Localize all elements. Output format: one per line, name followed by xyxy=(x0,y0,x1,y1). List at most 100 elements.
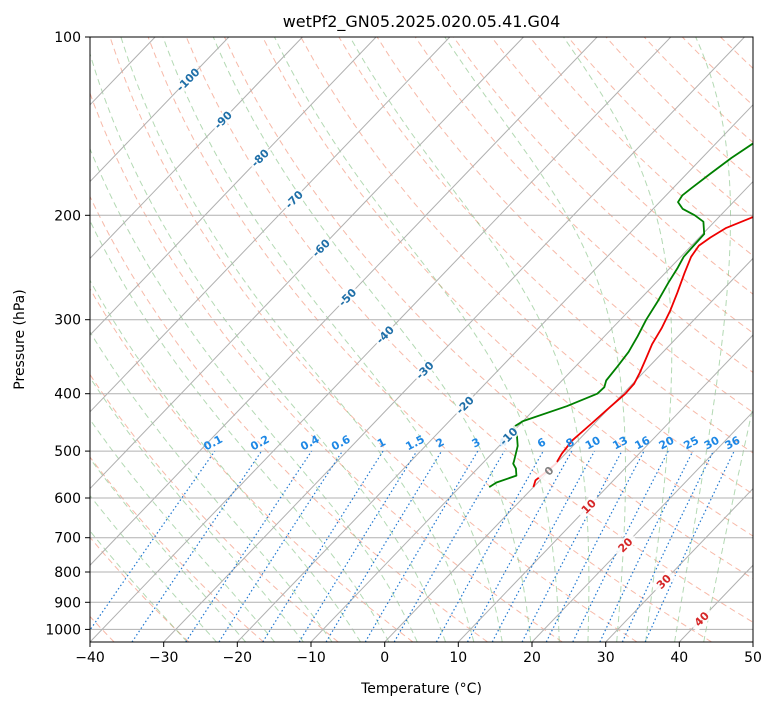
mixing-ratio-label: 20 xyxy=(657,434,677,453)
dry-adiabat-line xyxy=(452,37,753,334)
moist-adiabat-line xyxy=(90,418,275,642)
isotherm-line xyxy=(90,37,524,490)
y-tick-label: 700 xyxy=(54,531,81,547)
mixing-ratio-line xyxy=(325,450,443,642)
y-tick-label: 900 xyxy=(54,595,81,611)
isotherm-label-bg xyxy=(372,321,398,348)
y-tick-label: 500 xyxy=(54,444,81,460)
moist-adiabat-line xyxy=(90,457,247,642)
moist-adiabat-line xyxy=(162,37,503,642)
x-tick-label: 0 xyxy=(380,650,389,666)
dry-adiabat-line xyxy=(90,91,563,642)
mixing-ratio-label: 16 xyxy=(633,434,653,453)
moist-adiabat-line xyxy=(563,37,673,642)
axes: −40 −30 −20 −10 0 10 20 30 40 50 100 200 300 400 500 60… xyxy=(45,30,762,666)
moist-adiabat-line xyxy=(90,147,418,642)
moist-adiabat-line xyxy=(120,37,475,642)
isotherm-line xyxy=(605,487,753,642)
moist-adiabat-line xyxy=(274,37,560,642)
x-tick-label: 30 xyxy=(597,650,615,666)
dry-adiabat-line xyxy=(185,37,753,623)
mixing-ratio-label: 13 xyxy=(610,434,630,453)
isotherm-line xyxy=(90,37,598,566)
dry-adiabat-line xyxy=(90,195,488,642)
mixing-ratio-label: 36 xyxy=(723,434,743,453)
isotherm-line xyxy=(236,104,753,642)
isotherm-label-bg xyxy=(247,145,273,171)
x-tick-label: −40 xyxy=(75,650,105,666)
dry-adiabat-line xyxy=(376,37,753,413)
isotherm-label-bg xyxy=(612,532,638,558)
isotherm-line xyxy=(310,180,753,642)
x-tick-label: 10 xyxy=(449,650,467,666)
y-tick-label: 300 xyxy=(54,313,81,329)
isotherm-label-bg xyxy=(210,107,236,133)
mixing-ratio-line xyxy=(545,450,645,642)
isotherm-label-bg xyxy=(281,186,307,213)
mixing-ratio-label: 25 xyxy=(681,434,701,453)
isotherm-line xyxy=(90,37,377,336)
moist-adiabat-line xyxy=(90,219,390,642)
temperature-profile-line xyxy=(532,216,753,488)
mixing-ratio-line xyxy=(90,450,216,632)
mixing-ratio-line xyxy=(435,450,544,642)
x-tick-label: −10 xyxy=(296,650,326,666)
chart-title: wetPf2_GN05.2025.020.05.41.G04 xyxy=(283,12,561,32)
x-tick-label: 20 xyxy=(523,650,541,666)
y-axis-label: Pressure (hPa) xyxy=(12,289,28,389)
x-tick-label: 50 xyxy=(744,650,762,666)
y-tick-label: 400 xyxy=(54,387,81,403)
y-tick-label: 600 xyxy=(54,491,81,507)
isotherm-label-bg xyxy=(334,284,361,311)
isotherm-line xyxy=(384,257,753,642)
isotherm-label-bg xyxy=(452,392,478,418)
moist-adiabat-line xyxy=(90,330,333,642)
mixing-ratio-line xyxy=(218,450,343,642)
isotherm-label-bg xyxy=(495,423,522,450)
isotherm-label-bg xyxy=(650,568,677,595)
mixing-ratio-line xyxy=(298,450,418,642)
isotherm-line xyxy=(90,37,303,260)
mixing-ratio-line xyxy=(466,450,573,642)
isotherm-line xyxy=(90,37,451,413)
moist-adiabat-line xyxy=(90,279,362,642)
moist-adiabat-line xyxy=(90,52,447,642)
background-lines xyxy=(90,37,753,642)
dry-adiabat-line xyxy=(90,456,264,642)
profile-series xyxy=(488,142,753,488)
moist-adiabat-line xyxy=(349,37,590,642)
mixing-ratio-line xyxy=(185,450,313,642)
y-tick-label: 100 xyxy=(54,30,81,46)
y-tick-label: 1000 xyxy=(45,622,81,638)
moist-adiabat-line xyxy=(90,376,304,642)
x-tick-label: −20 xyxy=(223,650,253,666)
isotherm-label-bg xyxy=(536,458,562,484)
x-tick-label: −30 xyxy=(149,650,179,666)
mixing-ratio-line xyxy=(131,450,263,642)
plot-frame xyxy=(89,36,754,643)
dewpoint-profile-line xyxy=(488,142,753,488)
isotherm-line xyxy=(163,37,745,642)
y-tick-label: 800 xyxy=(54,565,81,581)
mixing-ratio-line xyxy=(262,450,384,642)
isotherm-label-bg xyxy=(688,606,715,632)
x-axis-label: Temperature (°C) xyxy=(360,681,482,697)
isotherm-label-bg xyxy=(308,235,334,261)
isotherm-line xyxy=(90,37,230,183)
mixing-ratio-label: 30 xyxy=(702,434,722,453)
isotherm-label-bg xyxy=(411,357,438,383)
moist-adiabat-line xyxy=(703,404,753,642)
mixing-ratio-line xyxy=(491,450,596,642)
x-tick-label: 40 xyxy=(670,650,688,666)
mixing-ratio-label: 10 xyxy=(583,434,603,453)
y-tick-label: 200 xyxy=(54,208,81,224)
isotherm-line xyxy=(457,334,753,642)
moist-adiabat-line xyxy=(674,37,731,642)
moist-adiabat-line xyxy=(444,37,626,642)
mixing-ratio-line xyxy=(572,450,669,642)
isotherm-label-bg xyxy=(175,66,201,93)
dry-adiabat-line xyxy=(491,37,753,295)
dry-adiabat-line xyxy=(414,37,753,374)
dry-adiabat-line xyxy=(109,37,638,642)
